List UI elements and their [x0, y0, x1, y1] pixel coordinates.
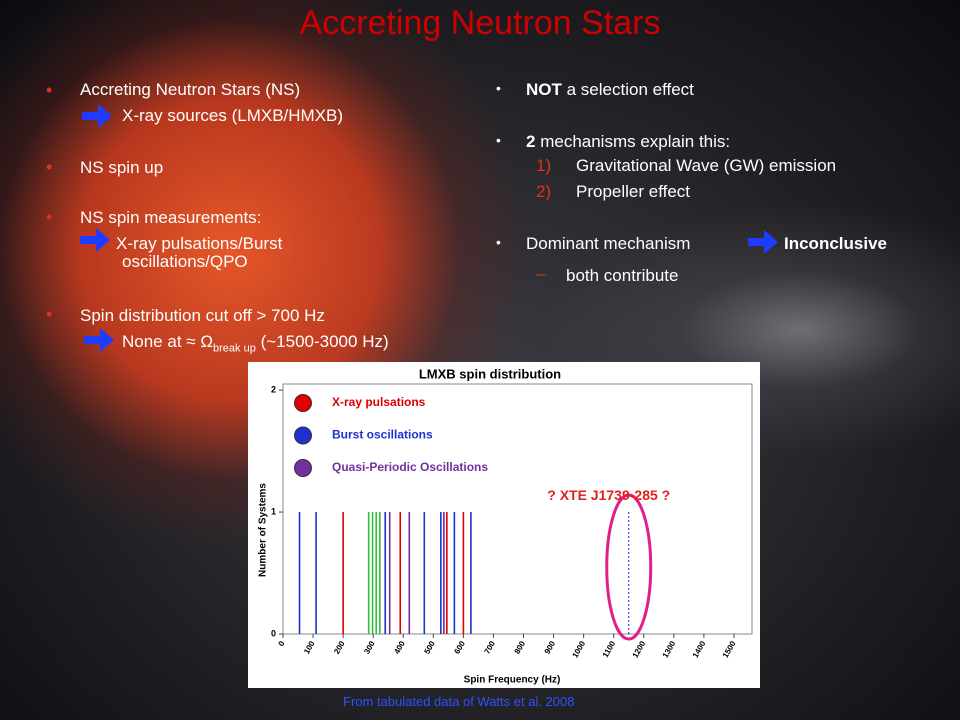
bullet-text: NOT a selection effect [526, 80, 694, 100]
chart-title: LMXB spin distribution [419, 366, 561, 381]
sub-text: (~1500-3000 Hz) [260, 332, 389, 351]
bullet-sub: None at ≈ Ωbreak up (~1500-3000 Hz) [122, 332, 389, 354]
bullet: • [496, 80, 501, 96]
bold: Inconclusive [784, 234, 887, 253]
arrows [80, 104, 778, 352]
bullet-text: Spin distribution cut off > 700 Hz [80, 306, 325, 325]
highlight-ellipse [605, 493, 653, 641]
bullet: • [496, 132, 501, 148]
x-axis-label: Spin Frequency (Hz) [464, 675, 561, 686]
bullet-text: Dominant mechanism [526, 234, 691, 253]
legend-label: Quasi-Periodic Oscillations [332, 460, 488, 474]
slide-title: Accreting Neutron Stars [299, 4, 661, 42]
bullet: • [496, 234, 501, 250]
bullet-text: NS spin up [80, 158, 164, 177]
plot-area [282, 383, 753, 635]
subscript: break up [213, 342, 256, 355]
text: mechanisms explain this: [540, 132, 731, 151]
bullet-text: 2 mechanisms explain this: [526, 132, 730, 152]
bold: 2 [526, 132, 536, 151]
bullet-text: NS spin measurements: [80, 208, 262, 227]
y-tick-label: 2 [271, 384, 276, 394]
legend-marker [294, 459, 312, 477]
bullet-sub: X-ray pulsations/Burst [116, 234, 283, 253]
y-axis-label: Number of Systems [258, 483, 269, 577]
item-text: Gravitational Wave (GW) emission [576, 156, 837, 175]
dash: – [536, 264, 546, 283]
y-tick-label: 0 [271, 628, 276, 638]
item-num: 2) [536, 182, 552, 201]
annotation: ? XTE J1739-285 ? [547, 487, 670, 503]
bold: NOT [526, 80, 562, 99]
bullet: • [46, 80, 53, 100]
sub-text: None at ≈ Ω [122, 332, 214, 351]
y-tick-label: 1 [271, 506, 276, 516]
bullet: • [46, 304, 53, 324]
bullet-sub: X-ray sources (LMXB/HMXB) [122, 106, 344, 125]
x-tick-label: 0 [277, 639, 287, 648]
arrow [80, 228, 110, 252]
arrow [748, 230, 778, 254]
bullet: • [46, 157, 53, 177]
legend-label: X-ray pulsations [332, 395, 426, 409]
legend-marker [294, 394, 312, 412]
arrow [84, 328, 114, 352]
item-text: Propeller effect [576, 182, 691, 201]
bullet-sub: oscillations/QPO [122, 252, 248, 271]
legend-marker [294, 426, 312, 445]
arrow [82, 104, 112, 128]
legend-label: Burst oscillations [332, 428, 433, 442]
caption: From tabulated data of Watts et al. 2008 [343, 694, 575, 709]
text: a selection effect [566, 80, 694, 99]
bullet: • [46, 207, 53, 227]
bullet-text: Accreting Neutron Stars (NS) [80, 80, 301, 99]
bullet-sub: both contribute [566, 266, 679, 285]
item-num: 1) [536, 156, 552, 175]
